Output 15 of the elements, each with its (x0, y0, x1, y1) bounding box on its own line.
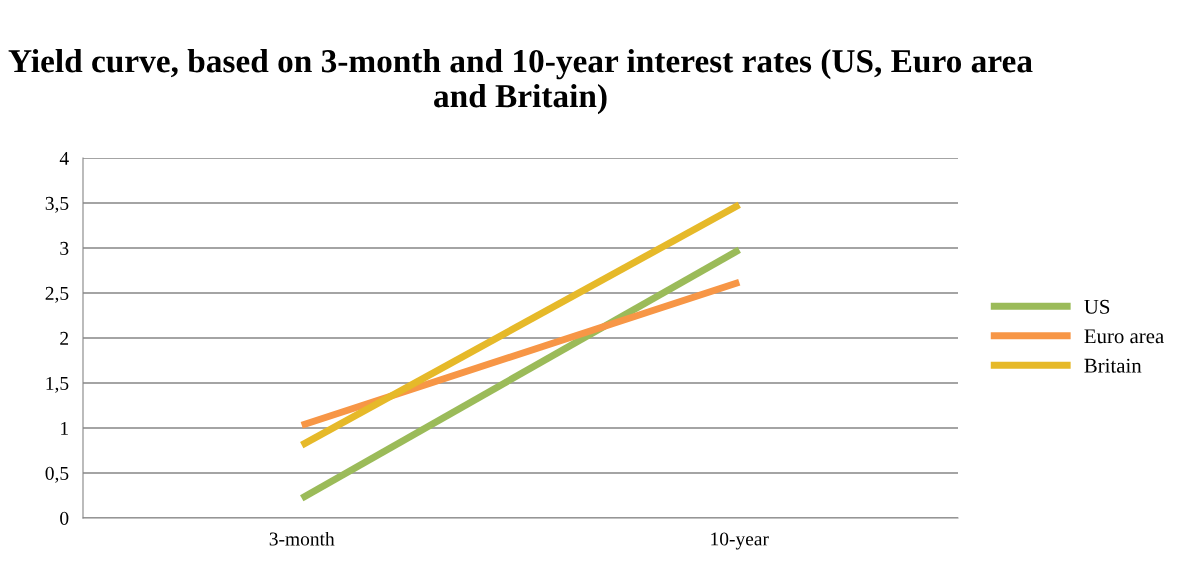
x-tick-label: 3-month (269, 531, 335, 546)
y-tick-label: 0,5 (45, 466, 69, 483)
y-tick-label: 3 (60, 241, 69, 255)
x-tick-label: 10-year (711, 532, 769, 550)
y-tick-label: 2,5 (45, 286, 69, 303)
legend-label: US (1084, 299, 1110, 314)
legend-label: Euro area (1084, 329, 1164, 344)
y-tick-label: 2 (60, 331, 69, 345)
y-tick-label: 0 (60, 511, 69, 525)
y-tick-label: 1 (61, 421, 68, 435)
y-tick-label: 3,5 (45, 196, 69, 213)
chart-title: Yield curve, based on 3-month and 10-year interest rates (US, Euro area and Britain) (8, 48, 1033, 115)
y-tick-label: 1,5 (46, 376, 69, 393)
y-tick-label: 4 (59, 151, 69, 165)
legend-label: Britain (1084, 358, 1142, 373)
